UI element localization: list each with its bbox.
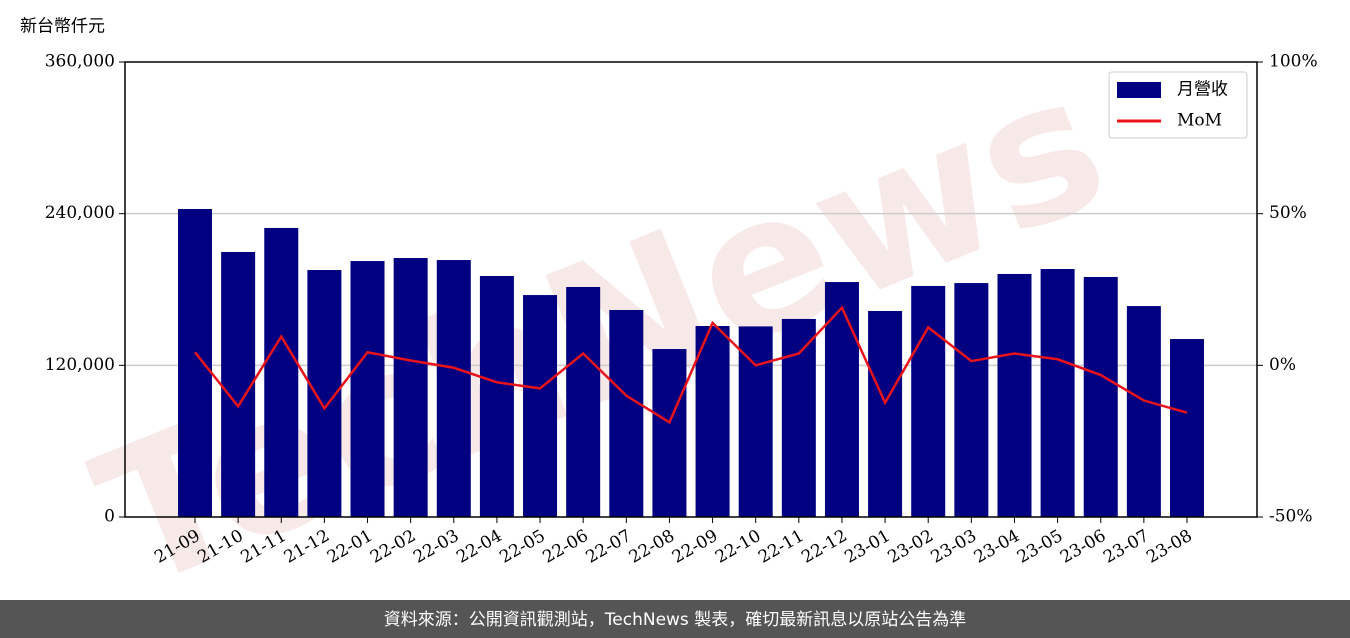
bar xyxy=(479,275,514,517)
bar xyxy=(824,282,859,517)
y2-tick-label: 50% xyxy=(1269,203,1307,223)
footer: 資料來源：公開資訊觀測站，TechNews 製表，確切最新訊息以原站公告為準 xyxy=(384,610,966,630)
x-tick-label: 23-02 xyxy=(885,526,937,568)
bar xyxy=(393,258,428,517)
x-tick-label: 22-06 xyxy=(539,526,591,568)
x-tick-label: 22-10 xyxy=(712,526,764,568)
x-tick-label: 22-11 xyxy=(755,526,807,568)
y2-tick-label: -50% xyxy=(1269,507,1313,527)
footer-bar xyxy=(0,600,1350,638)
bar xyxy=(1083,276,1118,517)
legend-label: 月營收 xyxy=(1177,80,1228,100)
bar xyxy=(436,260,471,517)
legend-swatch xyxy=(1117,82,1161,98)
x-tick-label: 22-08 xyxy=(626,526,678,568)
x-tick-label: 23-06 xyxy=(1057,526,1109,568)
bar xyxy=(1040,269,1075,517)
bar xyxy=(1170,339,1204,517)
x-tick-label: 22-12 xyxy=(798,526,850,568)
bar xyxy=(868,310,903,517)
bar xyxy=(911,285,946,517)
y-tick-label: 240,000 xyxy=(45,203,115,223)
bar xyxy=(264,227,299,517)
x-tick-label: 22-07 xyxy=(583,526,635,568)
bar xyxy=(652,349,687,517)
x-tick-label: 22-04 xyxy=(453,526,505,568)
bar xyxy=(221,251,256,517)
y-tick-label: 0 xyxy=(104,507,115,527)
bar xyxy=(1126,306,1161,517)
x-tick-label: 23-05 xyxy=(1014,526,1066,568)
x-tick-label: 23-04 xyxy=(971,526,1023,568)
bar xyxy=(178,208,212,517)
bar xyxy=(954,283,989,517)
x-tick-label: 22-03 xyxy=(410,526,462,568)
x-tick-label: 23-07 xyxy=(1100,526,1152,568)
bar xyxy=(738,326,773,517)
x-tick-label: 23-01 xyxy=(841,526,893,568)
y2-tick-label: 0% xyxy=(1269,355,1296,375)
x-tick-label: 23-08 xyxy=(1143,526,1195,568)
bar xyxy=(350,261,385,517)
y2-tick-label: 100% xyxy=(1269,52,1318,72)
plot-frame xyxy=(124,61,1258,518)
y-axis-label: 新台幣仟元 xyxy=(20,17,105,37)
y-tick-label: 120,000 xyxy=(45,355,115,375)
legend-label: MoM xyxy=(1177,111,1222,131)
y-tick-label: 360,000 xyxy=(45,52,115,72)
bar xyxy=(609,309,644,517)
bar xyxy=(566,286,601,517)
x-tick-label: 22-05 xyxy=(496,526,548,568)
bar xyxy=(695,326,730,517)
bar xyxy=(781,318,816,517)
x-tick-label: 22-09 xyxy=(669,526,721,568)
line xyxy=(194,305,1188,425)
bar xyxy=(997,273,1032,517)
bar xyxy=(523,295,558,517)
x-tick-label: 23-03 xyxy=(928,526,980,568)
